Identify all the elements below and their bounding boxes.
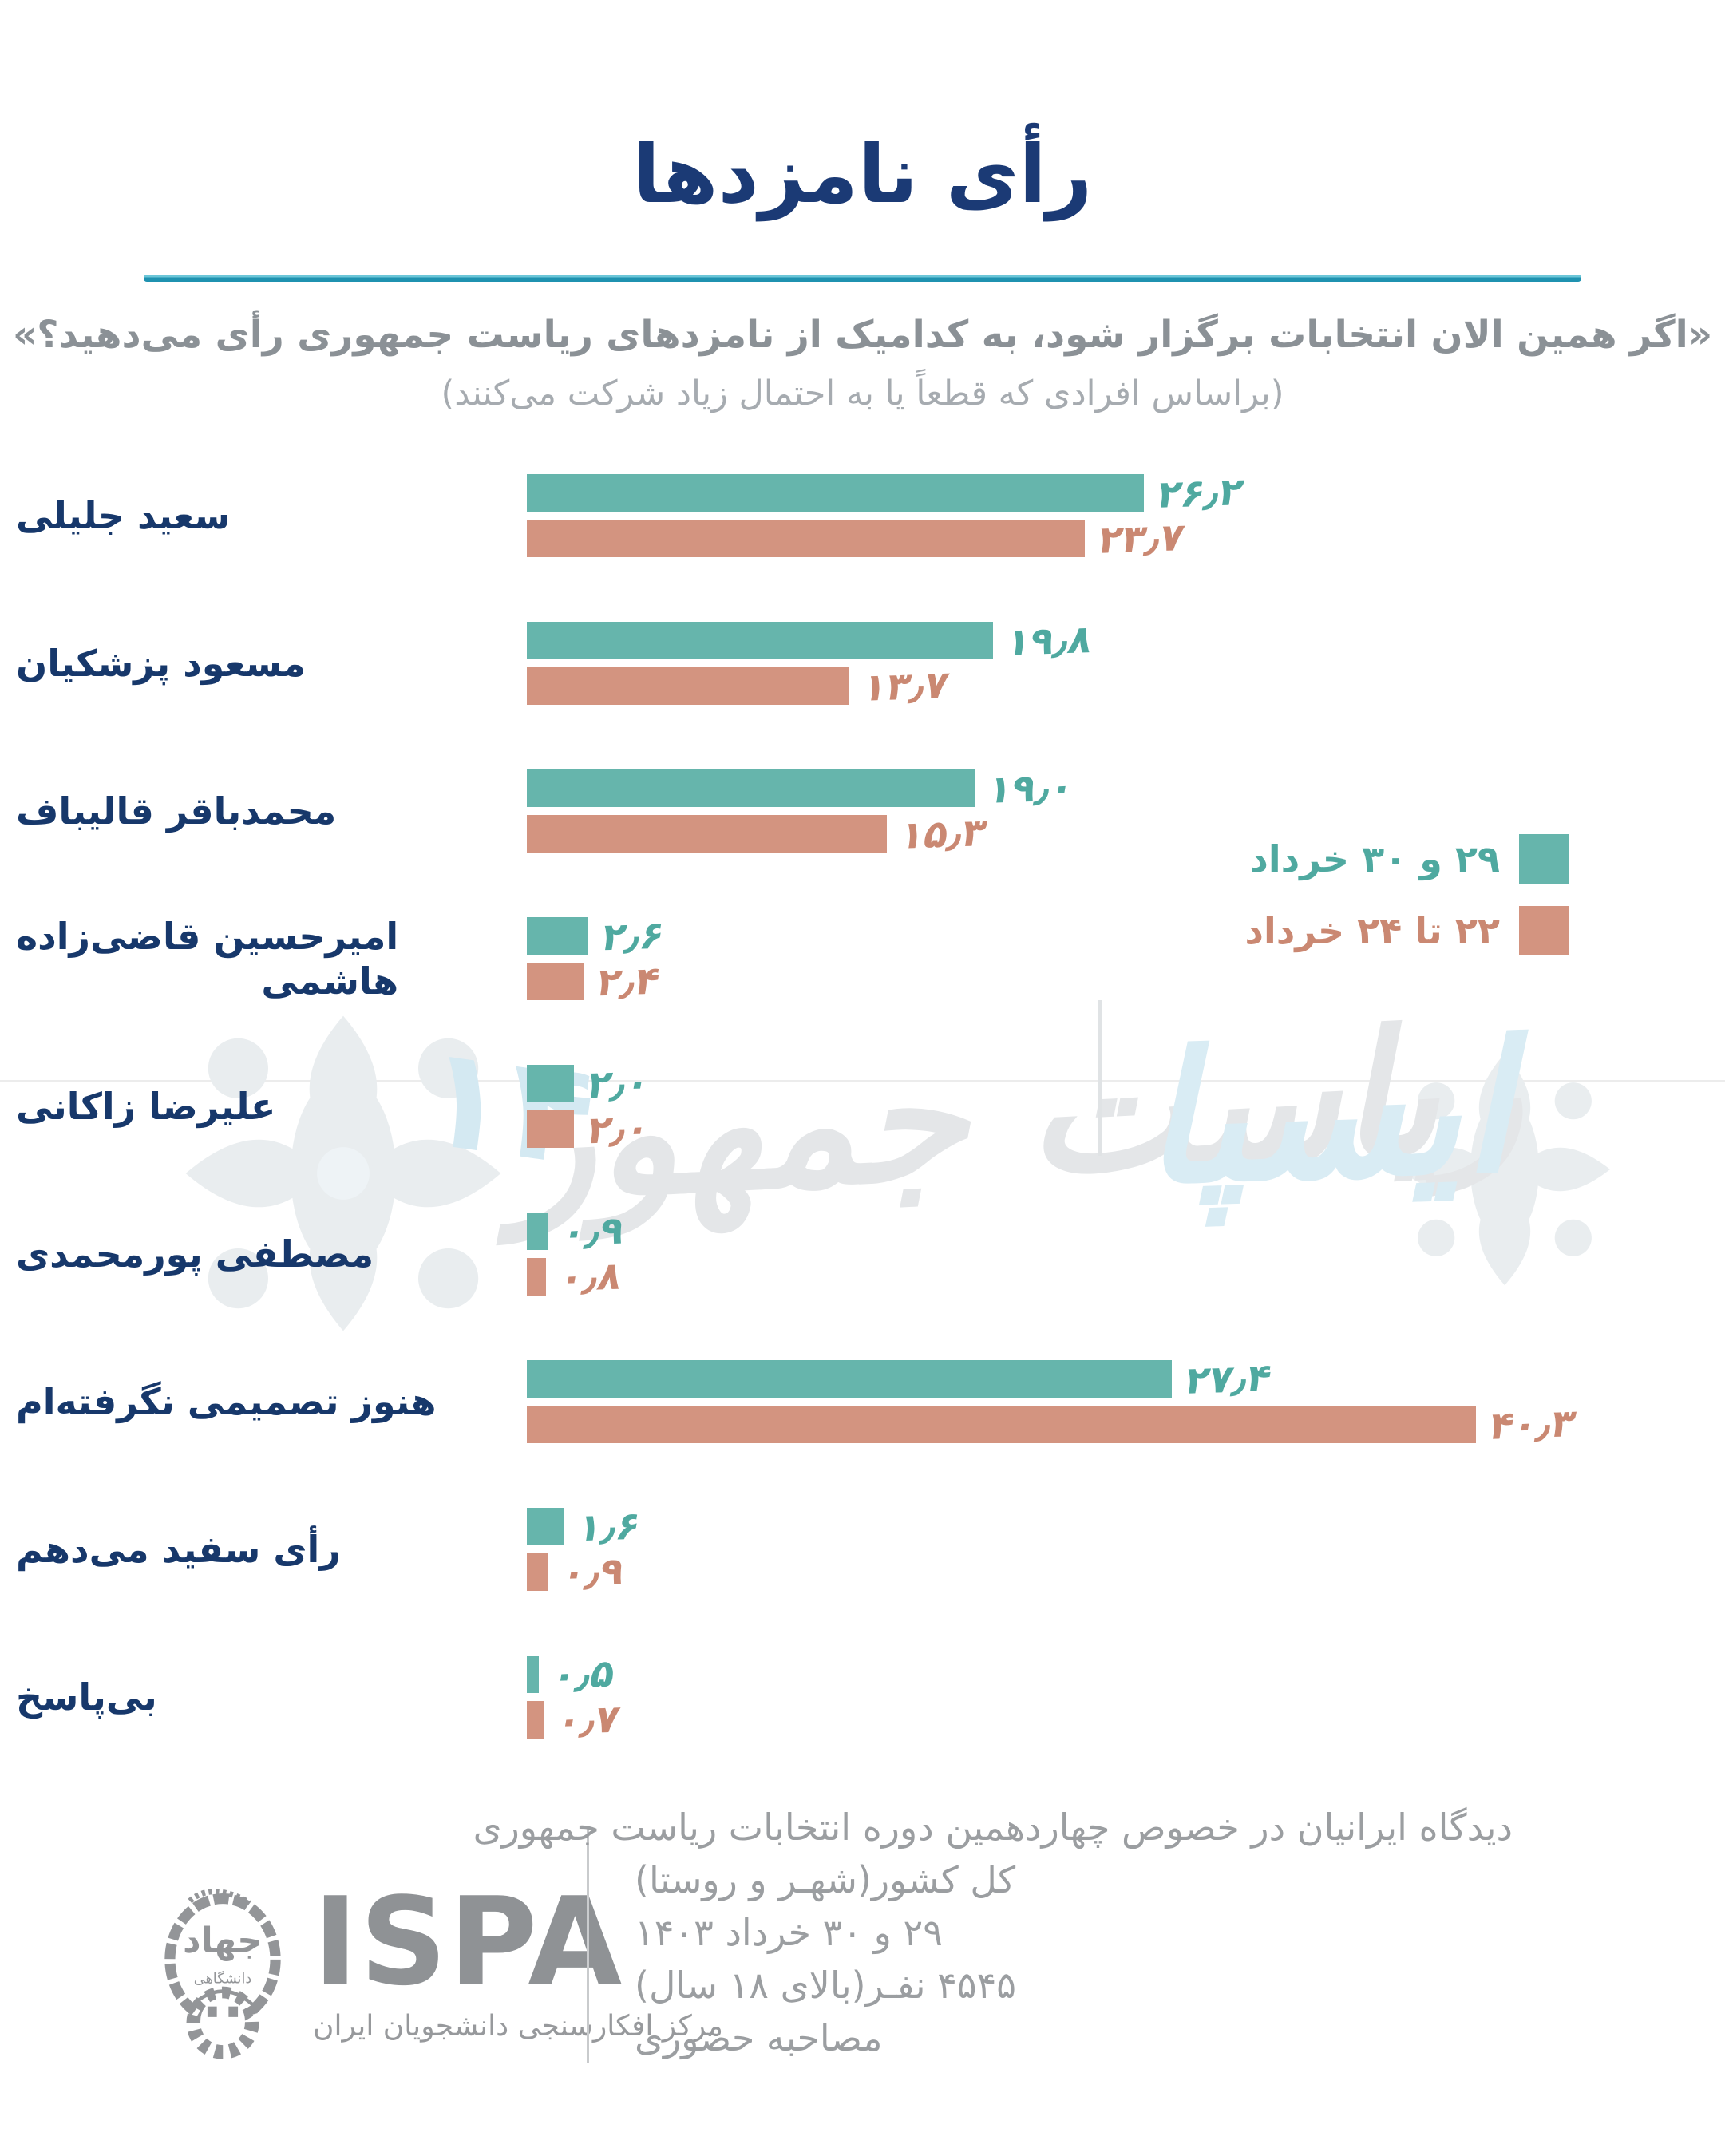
bar-group: ۲٫۰ ۲٫۰ [527, 1060, 1708, 1153]
ispa-subtitle: مرکز افکارسنجی دانشجویان ایران [313, 2010, 723, 2043]
candidate-label: علیرضا زاکانی [16, 1085, 276, 1128]
bar-29-30-khordad [527, 1065, 574, 1102]
survey-meta-method: مصاحبه حضوری [635, 2016, 883, 2059]
value-bar-29-30-khordad: ۲٫۶ [598, 912, 668, 960]
candidate-row: علیرضا زاکانی ۲٫۰ ۲٫۰ [0, 1060, 1725, 1153]
legend-label-wave2: ۲۲ تا ۲۴ خرداد [1244, 909, 1500, 952]
candidate-label: مصطفی پورمحمدی [16, 1232, 374, 1276]
ispa-wordmark: ISPA [313, 1871, 624, 2012]
candidate-row: مسعود پزشکیان ۱۹٫۸ ۱۳٫۷ [0, 617, 1725, 710]
survey-question-note: (براساس افرادی که قطعاً یا به احتمال زیا… [441, 374, 1284, 413]
bar-29-30-khordad [527, 1213, 548, 1250]
bar-22-24-khordad [527, 667, 849, 705]
bar-29-30-khordad [527, 917, 588, 955]
candidate-row: سعید جلیلی ۲۶٫۲ ۲۳٫۷ [0, 469, 1725, 563]
value-bar-29-30-khordad: ۲٫۰ [584, 1060, 654, 1108]
survey-meta: دیدگاه ایرانیان در خصوص چهاردهمین دوره ا… [473, 1801, 1513, 2064]
candidate-row: بی‌پاسخ ۰٫۵ ۰٫۷ [0, 1651, 1725, 1744]
survey-meta-coverage: کل کشور(شهـر و روستا) [635, 1858, 1016, 1901]
legend-item-wave2: ۲۲ تا ۲۴ خرداد [942, 906, 1569, 955]
bar-29-30-khordad [527, 1360, 1172, 1398]
legend-swatch-salmon-icon [1519, 906, 1569, 955]
bar-22-24-khordad [527, 1110, 574, 1148]
candidate-label: رأی سفید می‌دهم [16, 1528, 341, 1571]
candidate-label: هنوز تصمیمی نگرفته‌ام [16, 1380, 437, 1423]
footer-divider [587, 1826, 589, 2063]
candidate-row: محمدباقر قالیباف ۱۹٫۰ ۱۵٫۳ [0, 765, 1725, 858]
legend-label-wave1: ۲۹ و ۳۰ خرداد [1249, 837, 1500, 880]
value-bar-22-24-khordad: ۰٫۸ [556, 1253, 626, 1301]
candidate-label: محمدباقر قالیباف [16, 789, 337, 833]
title-divider [144, 275, 1581, 282]
value-bar-29-30-khordad: ۱۹٫۸ [1003, 617, 1097, 665]
survey-meta-date: ۲۹ و ۳۰ خرداد ۱۴۰۳ [635, 1911, 943, 1954]
legend: ۲۹ و ۳۰ خرداد ۲۲ تا ۲۴ خرداد [942, 834, 1569, 978]
bar-22-24-khordad [527, 1701, 544, 1739]
bar-22-24-khordad [527, 963, 584, 1000]
candidate-label: امیرحسین قاضی‌زاده هاشمی [16, 915, 399, 1003]
bar-22-24-khordad [527, 815, 887, 853]
page-title: رأی نامزدها [632, 128, 1094, 221]
candidate-label: بی‌پاسخ [16, 1675, 157, 1719]
survey-meta-topic: دیدگاه ایرانیان در خصوص چهاردهمین دوره ا… [473, 1806, 1513, 1849]
bar-group: ۱۹٫۰ ۱۵٫۳ [527, 765, 1708, 858]
candidate-row: رأی سفید می‌دهم ۱٫۶ ۰٫۹ [0, 1503, 1725, 1596]
bar-22-24-khordad [527, 1258, 546, 1296]
value-bar-29-30-khordad: ۰٫۵ [548, 1651, 619, 1699]
value-bar-22-24-khordad: ۰٫۹ [558, 1549, 628, 1596]
bar-group: ۲۶٫۲ ۲۳٫۷ [527, 469, 1708, 563]
bar-29-30-khordad [527, 769, 975, 807]
value-bar-29-30-khordad: ۱٫۶ [574, 1503, 644, 1551]
value-bar-29-30-khordad: ۲۷٫۴ [1181, 1355, 1276, 1403]
candidate-row: امیرحسین قاضی‌زاده هاشمی ۲٫۶ ۲٫۴ [0, 912, 1725, 1006]
bar-22-24-khordad [527, 1553, 548, 1591]
value-bar-29-30-khordad: ۰٫۹ [558, 1208, 628, 1256]
bar-group: ۲٫۶ ۲٫۴ [527, 912, 1708, 1006]
bar-group: ۱٫۶ ۰٫۹ [527, 1503, 1708, 1596]
bar-29-30-khordad [527, 1508, 564, 1545]
value-bar-29-30-khordad: ۲۶٫۲ [1153, 469, 1248, 517]
candidate-row: مصطفی پورمحمدی ۰٫۹ ۰٫۸ [0, 1208, 1725, 1301]
bar-group: ۰٫۵ ۰٫۷ [527, 1651, 1708, 1744]
candidate-label: مسعود پزشکیان [16, 642, 306, 685]
survey-question: «اگر همین الان انتخابات برگزار شود، به ک… [12, 313, 1713, 357]
jahad-daneshgahi-emblem-icon: جهاد دانشگاهی [164, 1888, 281, 2059]
value-bar-22-24-khordad: ۱۳٫۷ [859, 663, 953, 710]
bar-29-30-khordad [527, 622, 993, 659]
value-bar-22-24-khordad: ۲۳٫۷ [1094, 515, 1189, 563]
value-bar-29-30-khordad: ۱۹٫۰ [984, 765, 1078, 813]
bar-22-24-khordad [527, 520, 1085, 557]
legend-swatch-teal-icon [1519, 834, 1569, 884]
bar-group: ۰٫۹ ۰٫۸ [527, 1208, 1708, 1301]
value-bar-22-24-khordad: ۴۰٫۳ [1486, 1401, 1580, 1449]
value-bar-22-24-khordad: ۲٫۰ [584, 1106, 654, 1153]
svg-text:جهاد: جهاد [183, 1921, 263, 1961]
value-bar-22-24-khordad: ۰٫۷ [553, 1696, 623, 1744]
value-bar-22-24-khordad: ۲٫۴ [593, 958, 663, 1006]
ispa-logo: جهاد دانشگاهی ISPA مرکز افکارسنجی دانشجو… [152, 1871, 723, 2067]
bar-group: ۱۹٫۸ ۱۳٫۷ [527, 617, 1708, 710]
svg-text:دانشگاهی: دانشگاهی [194, 1970, 251, 1987]
candidate-label: سعید جلیلی [16, 494, 231, 537]
bar-group: ۲۷٫۴ ۴۰٫۳ [527, 1355, 1708, 1449]
candidate-row: هنوز تصمیمی نگرفته‌ام ۲۷٫۴ ۴۰٫۳ [0, 1355, 1725, 1449]
ispa-wordmark-block: ISPA مرکز افکارسنجی دانشجویان ایران [313, 1871, 723, 2043]
legend-item-wave1: ۲۹ و ۳۰ خرداد [942, 834, 1569, 884]
bar-29-30-khordad [527, 474, 1144, 512]
bar-29-30-khordad [527, 1656, 539, 1693]
survey-meta-sample: ۴۵۴۵ نفـر(بالای ۱۸ سال) [635, 1964, 1016, 2007]
bar-22-24-khordad [527, 1406, 1476, 1443]
